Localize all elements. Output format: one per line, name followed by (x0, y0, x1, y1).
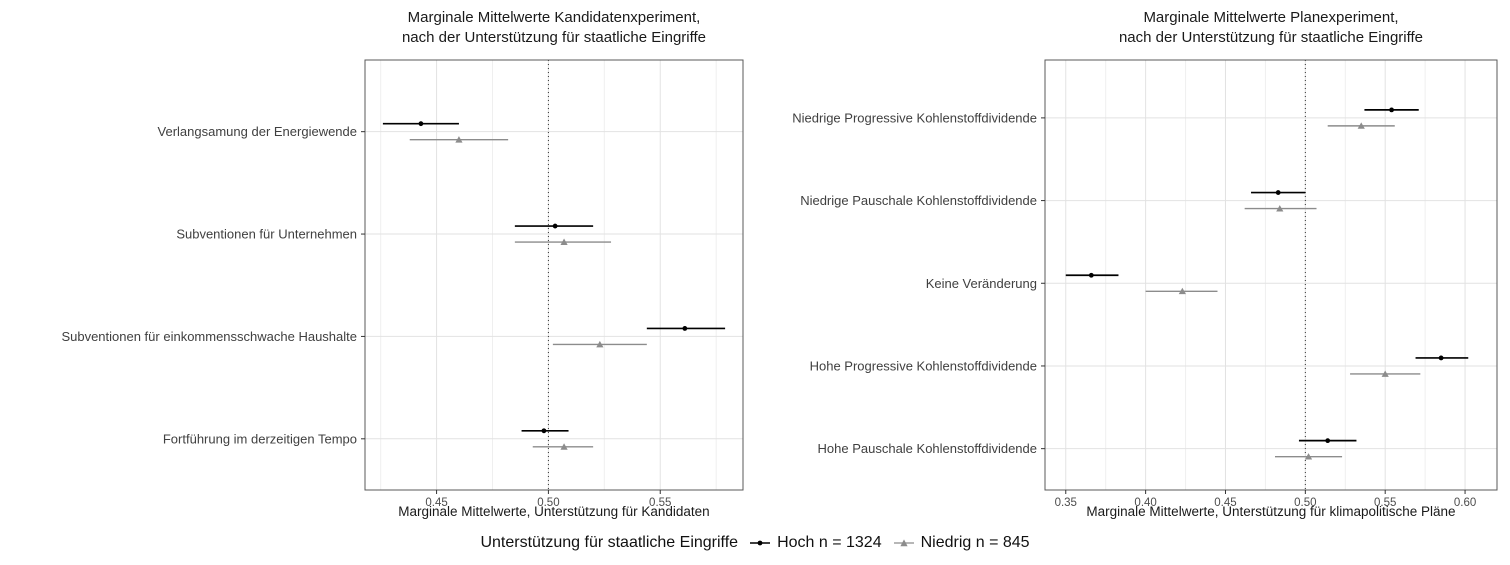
right-x-axis-title: Marginale Mittelwerte, Unterstützung für… (1086, 504, 1456, 519)
niedrig-pointrange-key-icon (893, 539, 914, 547)
data-point-circle (1275, 190, 1281, 195)
data-point-circle (418, 121, 424, 127)
legend-item-niedrig: Niedrig n = 845 (892, 534, 1030, 552)
right-panel-title: Marginale Mittelwerte Planexperiment, na… (1118, 9, 1424, 46)
legend-title: Unterstützung für staatliche Eingriffe (480, 534, 739, 551)
left-panel-title: Marginale Mittelwerte Kandidatenxperimen… (401, 9, 707, 46)
y-category-label: Subventionen für einkommensschwache Haus… (61, 329, 357, 344)
y-category-label: Hohe Progressive Kohlenstoffdividende (810, 358, 1037, 373)
x-tick-label: 0.55 (649, 497, 671, 509)
panel-border (1044, 59, 1498, 491)
data-point-circle (1389, 107, 1394, 113)
y-category-label: Fortführung im derzeitigen Tempo (163, 431, 357, 446)
data-point-triangle (1357, 122, 1365, 129)
data-point-triangle (1304, 453, 1313, 460)
x-tick-label: 0.35 (1055, 497, 1077, 509)
y-category-label: Niedrige Progressive Kohlenstoffdividend… (792, 110, 1037, 125)
y-category-label: Hohe Pauschale Kohlenstoffdividende (818, 441, 1037, 456)
data-point-circle (1438, 355, 1444, 361)
data-point-triangle (1381, 370, 1389, 377)
x-tick-label: 0.50 (537, 497, 559, 509)
left-x-axis-title: Marginale Mittelwerte, Unterstützung für… (398, 504, 710, 519)
x-tick-label: 0.40 (1134, 497, 1156, 509)
x-tick-label: 0.55 (1374, 497, 1396, 509)
data-point-triangle (560, 238, 568, 245)
data-point-circle (552, 223, 558, 229)
data-point-circle (1088, 272, 1094, 278)
data-point-triangle (1178, 287, 1186, 295)
data-point-circle (1325, 438, 1331, 444)
legend-item-hoch-label: Hoch n = 1324 (777, 534, 882, 551)
legend-item-hoch: Hoch n = 1324 (748, 534, 882, 552)
y-category-label: Verlangsamung der Energiewende (158, 124, 357, 139)
y-category-label: Keine Veränderung (926, 276, 1037, 291)
data-point-triangle (596, 340, 604, 348)
y-category-label: Subventionen für Unternehmen (176, 227, 357, 242)
x-tick-label: 0.45 (425, 497, 447, 509)
panel-border (364, 59, 744, 491)
data-point-triangle (455, 136, 463, 143)
x-tick-label: 0.45 (1214, 497, 1236, 509)
x-tick-label: 0.60 (1454, 497, 1476, 509)
data-point-circle (541, 428, 547, 434)
y-category-label: Niedrige Pauschale Kohlenstoffdividende (800, 193, 1037, 208)
data-point-circle (682, 326, 688, 331)
data-point-triangle (1276, 205, 1284, 212)
x-tick-label: 0.50 (1294, 497, 1316, 509)
legend: Unterstützung für staatliche Eingriffe H… (0, 534, 1510, 552)
legend-item-niedrig-label: Niedrig n = 845 (920, 534, 1030, 551)
hoch-pointrange-key-icon (750, 540, 771, 546)
data-point-triangle (560, 443, 568, 450)
